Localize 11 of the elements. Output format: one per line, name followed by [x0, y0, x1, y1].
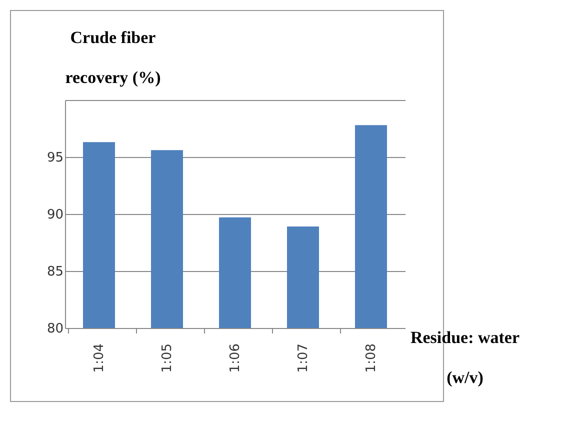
text: Residue: water (w/v) [410, 328, 520, 387]
y-tick-label: 95 [46, 150, 64, 166]
y-tick-label: 90 [46, 208, 64, 222]
chart-title: Crude fiber recovery (%) [65, 28, 161, 87]
y-tick-label: 80 [46, 322, 64, 336]
x-tick-label: 1:08 [364, 344, 379, 373]
x-tick-label: 1:07 [296, 344, 311, 373]
y-tick-label: 85 [46, 264, 64, 280]
x-tick-label: 1:04 [92, 344, 107, 373]
x-tick-label: 1:06 [228, 344, 243, 373]
x-tick-label: 1:05 [160, 344, 175, 373]
